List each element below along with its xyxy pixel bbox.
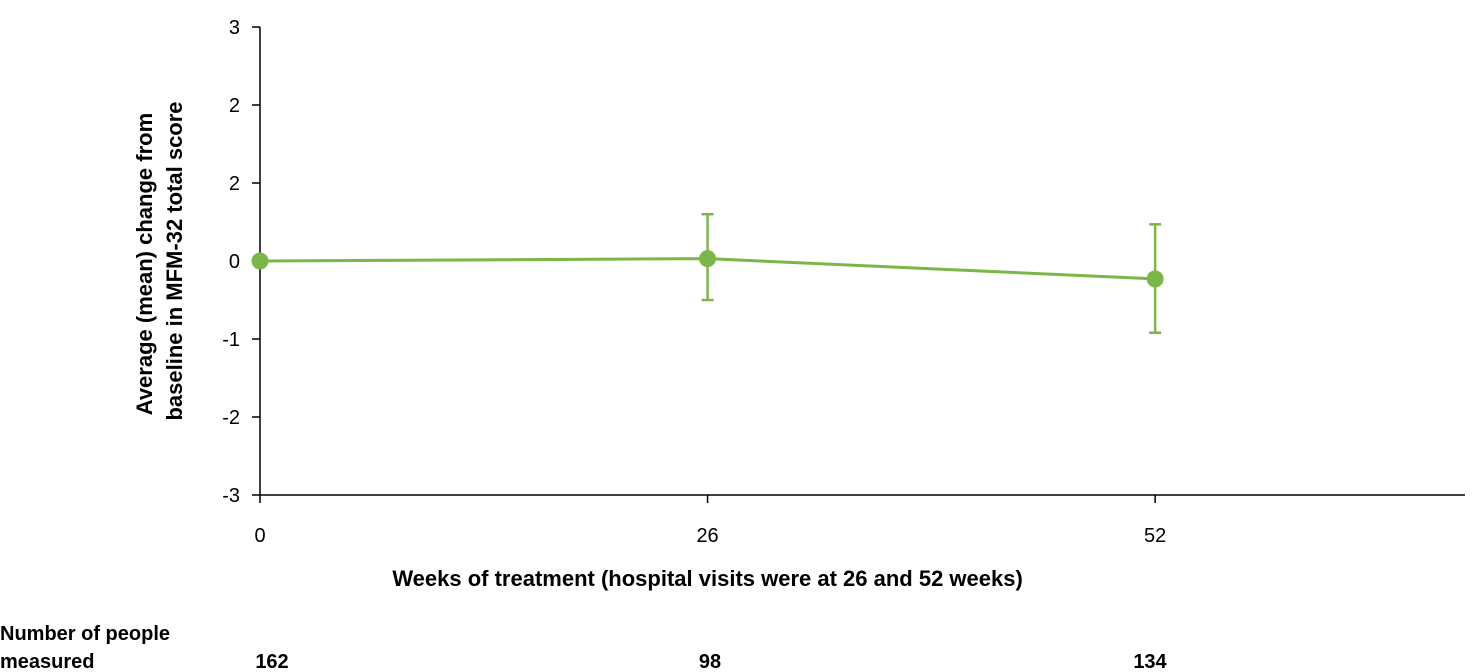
y-tick-label: -1 xyxy=(222,329,240,351)
counts-row-label-line-2: measured xyxy=(0,651,95,672)
x-tick-label: 52 xyxy=(1144,525,1166,547)
count-value: 98 xyxy=(699,651,721,672)
data-point xyxy=(699,250,717,268)
count-value: 134 xyxy=(1133,651,1167,672)
x-axis-title: Weeks of treatment (hospital visits were… xyxy=(392,566,1023,591)
y-tick-label: -3 xyxy=(222,485,240,507)
counts-row: 162 98 134 xyxy=(255,651,1167,672)
series-layer xyxy=(251,212,1164,335)
y-tick-label: -2 xyxy=(222,407,240,429)
counts-row-label-line-1: Number of people xyxy=(0,623,170,645)
data-point xyxy=(1146,270,1164,288)
y-ticks: 3 2 2 0 -1 -2 -3 xyxy=(222,17,260,507)
y-axis-title: Average (mean) change from baseline in M… xyxy=(132,101,187,420)
y-tick-label: 2 xyxy=(229,173,240,195)
y-tick-label: 2 xyxy=(229,95,240,117)
counts-row-label: Number of people measured xyxy=(0,623,176,672)
y-axis-title-line-1: Average (mean) change from xyxy=(132,113,157,415)
x-tick-label: 26 xyxy=(696,525,718,547)
y-tick-label: 0 xyxy=(229,251,240,273)
y-axis-title-line-2: baseline in MFM-32 total score xyxy=(162,101,187,420)
y-tick-label: 3 xyxy=(229,17,240,39)
x-tick-label: 0 xyxy=(254,525,265,547)
x-ticks: 0 26 52 xyxy=(254,495,1166,547)
count-value: 162 xyxy=(255,651,288,672)
data-point xyxy=(251,252,269,270)
